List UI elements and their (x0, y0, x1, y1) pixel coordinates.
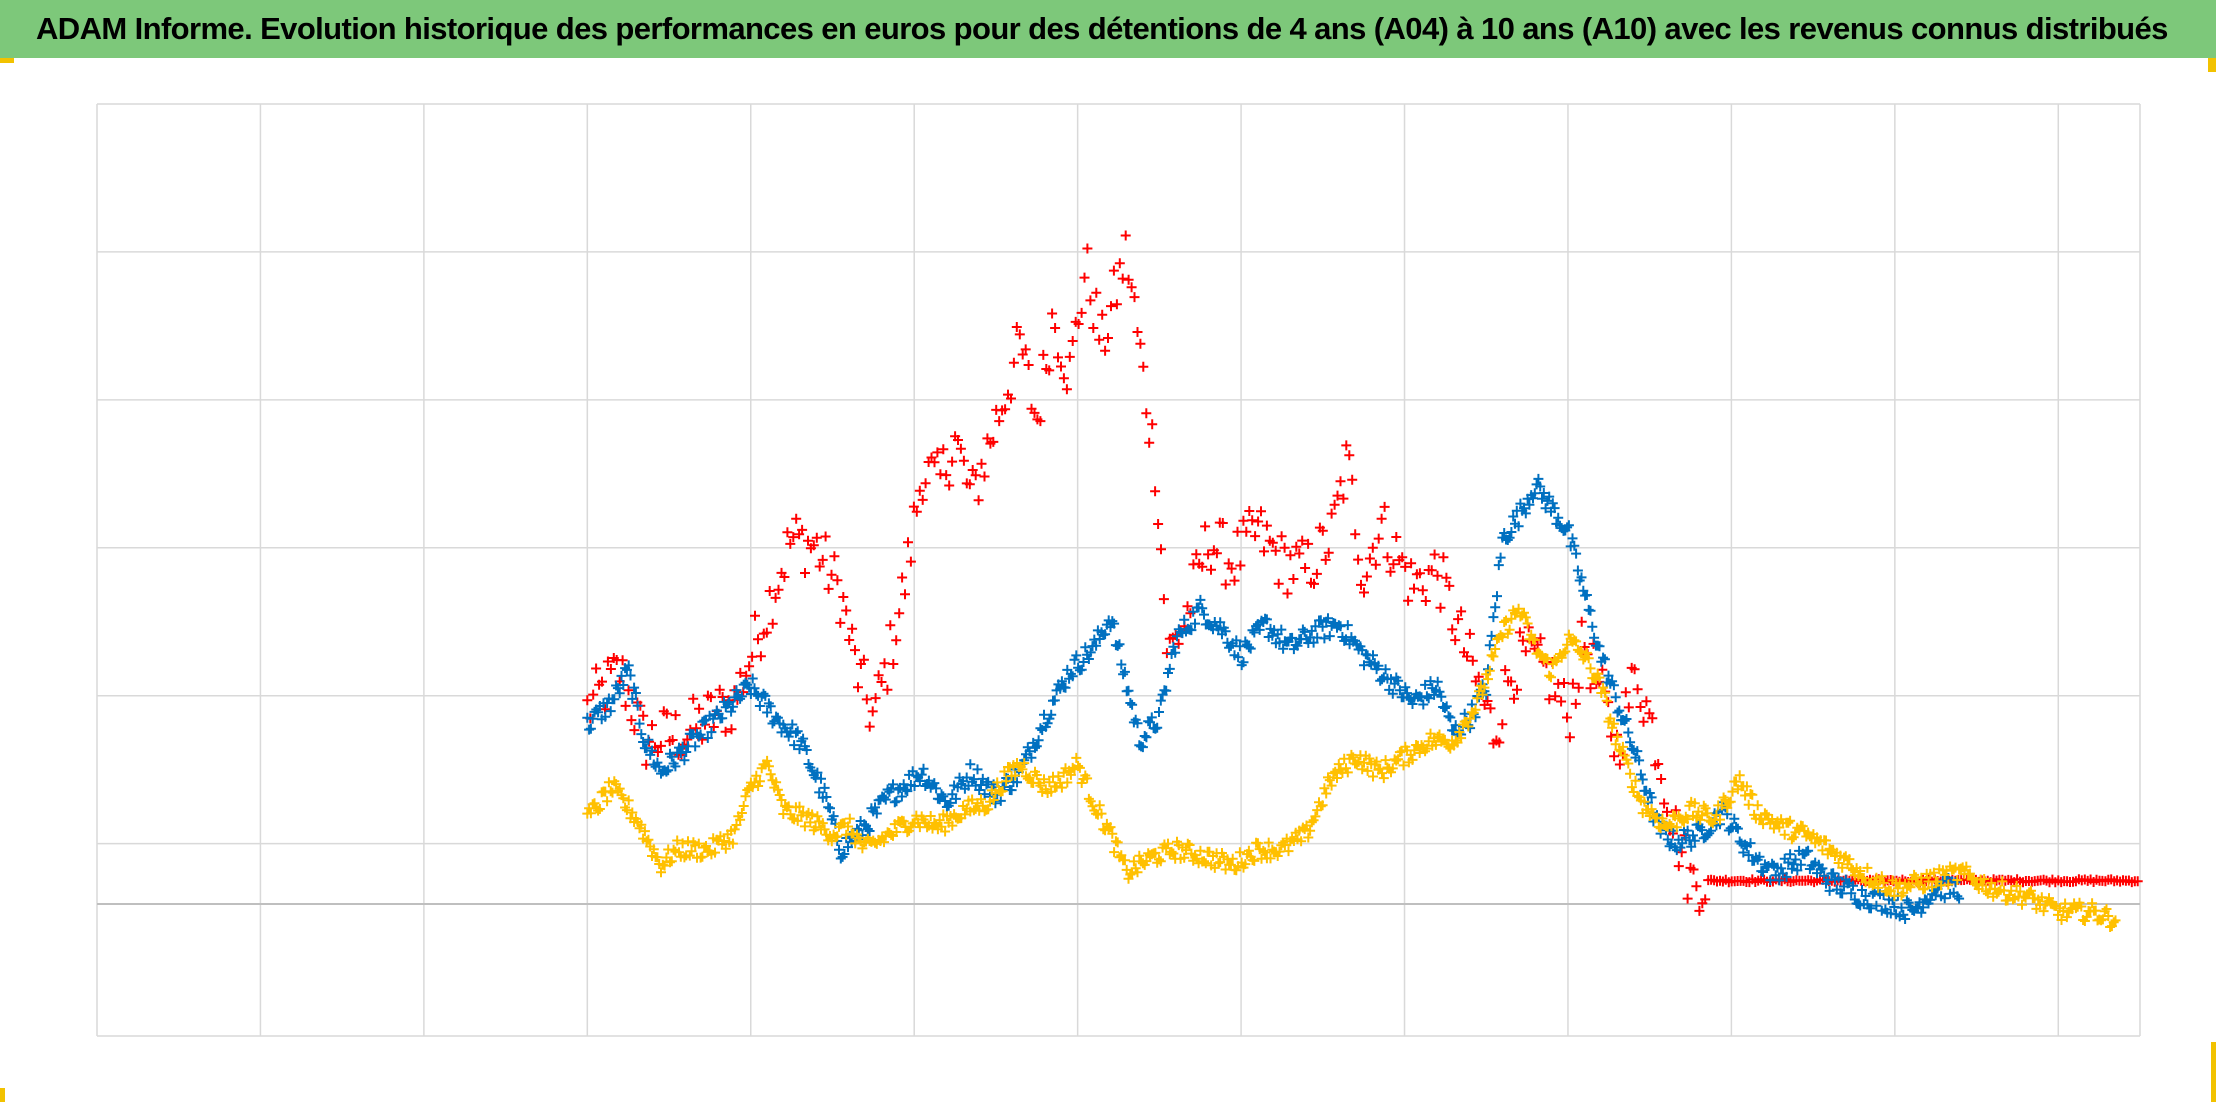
frame-corner-top-right (2208, 58, 2216, 72)
frame-corner-bottom-right (2211, 1042, 2216, 1102)
frame-corner-top-left (0, 58, 14, 63)
series-1-markers (582, 230, 2143, 916)
chart-title-bar: ADAM Informe. Evolution historique des p… (0, 0, 2216, 58)
frame-corner-bottom-left (0, 1088, 5, 1102)
chart-title: ADAM Informe. Evolution historique des p… (36, 11, 2168, 46)
series-3-markers (582, 603, 2121, 932)
